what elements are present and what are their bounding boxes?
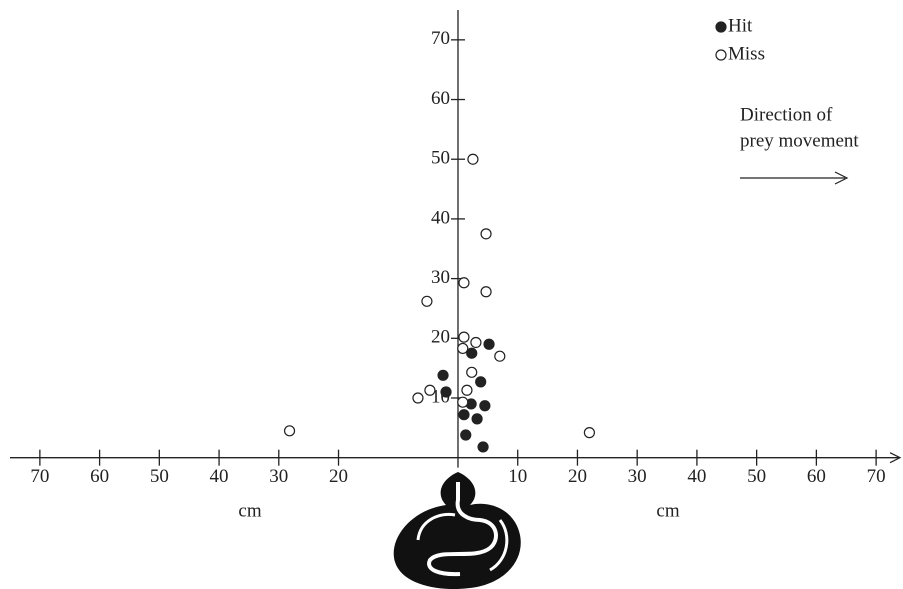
point	[468, 154, 478, 164]
chart: Direction of prey movement cm cm 70 60 50 4…	[0, 0, 903, 589]
x-axis-label: cm	[238, 500, 261, 521]
point	[495, 351, 505, 361]
point	[425, 385, 435, 395]
legend-marker	[716, 22, 726, 32]
x-tick-label: 20	[568, 466, 587, 487]
snake-silhouette	[394, 472, 521, 589]
point	[461, 430, 471, 440]
y-tick-label: 40	[431, 207, 450, 228]
x-tick-label: 30	[269, 466, 288, 487]
x-tick-label: 60	[90, 466, 109, 487]
legend-label: Hit	[728, 15, 753, 36]
x-tick-label: 50	[150, 466, 169, 487]
point	[467, 367, 477, 377]
x-tick-label: 50	[747, 466, 766, 487]
y-tick-label: 20	[431, 327, 450, 348]
point	[467, 348, 477, 358]
point	[422, 296, 432, 306]
y-tick-label: 50	[431, 148, 450, 169]
point	[285, 426, 295, 436]
point	[459, 410, 469, 420]
legend-label: Miss	[728, 43, 765, 64]
point	[459, 278, 469, 288]
point	[471, 337, 481, 347]
x-tick-label: 20	[329, 466, 348, 487]
x-tick-label: 60	[807, 466, 826, 487]
x-tick-label: 10	[508, 466, 527, 487]
x-tick-label: 30	[628, 466, 647, 487]
x-axis-label: cm	[656, 500, 679, 521]
point	[459, 332, 469, 342]
legend-marker	[716, 50, 726, 60]
point	[438, 370, 448, 380]
point	[413, 393, 423, 403]
x-tick-label: 40	[687, 466, 706, 487]
point	[584, 428, 594, 438]
y-tick-label: 30	[431, 267, 450, 288]
annotation: prey movement	[740, 130, 859, 151]
annotation: Direction of	[740, 104, 833, 125]
point	[478, 442, 488, 452]
point	[472, 414, 482, 424]
y-tick-label: 70	[431, 28, 450, 49]
point	[476, 377, 486, 387]
point	[480, 401, 490, 411]
x-tick-label: 40	[210, 466, 229, 487]
x-tick-label: 70	[30, 466, 49, 487]
x-tick-label: 70	[867, 466, 886, 487]
point	[481, 229, 491, 239]
point	[458, 397, 468, 407]
point	[441, 387, 451, 397]
point	[458, 343, 468, 353]
y-tick-label: 60	[431, 88, 450, 109]
point	[481, 287, 491, 297]
point	[484, 339, 494, 349]
point	[462, 385, 472, 395]
